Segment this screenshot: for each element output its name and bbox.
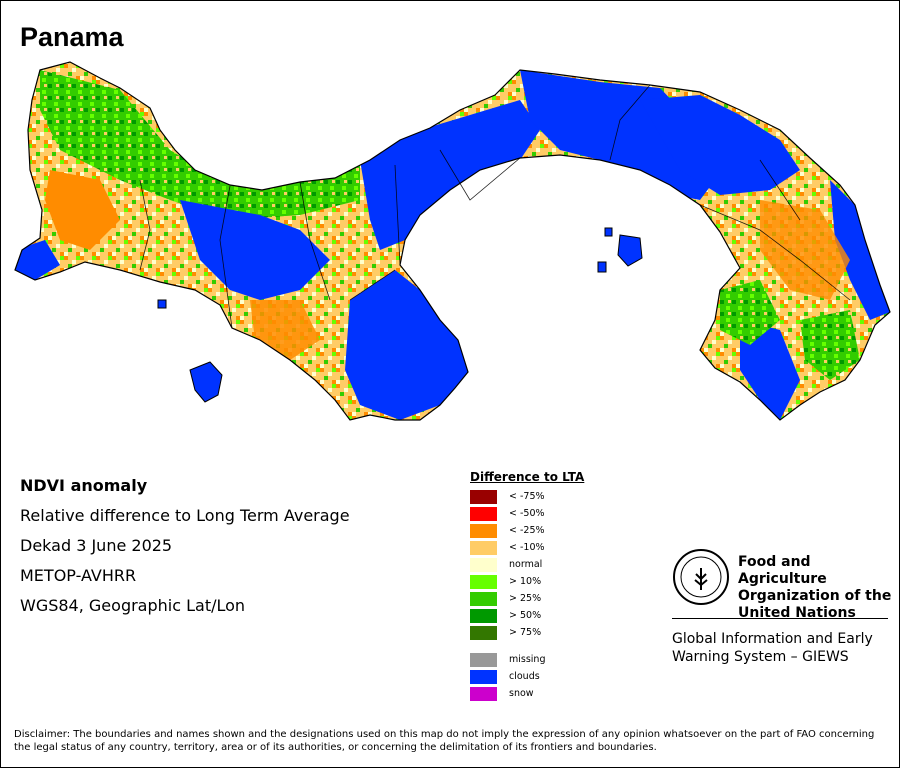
legend-label: > 50%: [509, 610, 542, 621]
disclaimer: Disclaimer: The boundaries and names sho…: [14, 729, 875, 753]
legend-item: > 25%: [470, 592, 670, 606]
legend-label: < -75%: [509, 491, 545, 502]
legend-item: < -50%: [470, 507, 670, 521]
legend-item: clouds: [470, 670, 670, 684]
fao-branding: Food and Agriculture Organization of the…: [672, 548, 892, 678]
legend-item: > 10%: [470, 575, 670, 589]
org-line-3: United Nations: [738, 605, 856, 621]
legend-label: > 75%: [509, 627, 542, 638]
legend-label: normal: [509, 559, 543, 570]
product-description: Relative difference to Long Term Average: [20, 506, 350, 525]
legend-item: > 50%: [470, 609, 670, 623]
legend-swatch: [470, 524, 497, 538]
legend-label: clouds: [509, 671, 540, 682]
legend-item: < -75%: [470, 490, 670, 504]
legend-label: < -25%: [509, 525, 545, 536]
legend-swatch: [470, 541, 497, 555]
legend-swatch: [470, 507, 497, 521]
legend-item: snow: [470, 687, 670, 701]
fao-logo-icon: [673, 549, 729, 605]
legend-swatch: [470, 670, 497, 684]
giews-name: Global Information and Early Warning Sys…: [672, 630, 892, 666]
legend-swatch: [470, 490, 497, 504]
legend-label: > 10%: [509, 576, 542, 587]
branding-divider: [672, 618, 888, 619]
product-period: Dekad 3 June 2025: [20, 536, 173, 555]
legend-label: snow: [509, 688, 534, 699]
legend-label: < -10%: [509, 542, 545, 553]
legend: Difference to LTA < -75% < -50% < -25% < -1…: [470, 470, 630, 701]
legend-item: > 75%: [470, 626, 670, 640]
map-title: Panama: [20, 22, 124, 52]
fao-organization-name: Food and Agriculture Organization of the…: [738, 554, 898, 622]
legend-item: normal: [470, 558, 670, 572]
org-line-2: Organization of the: [738, 588, 892, 604]
legend-swatch: [470, 626, 497, 640]
ndvi-anomaly-map: [14, 61, 891, 421]
legend-item: < -10%: [470, 541, 670, 555]
legend-swatch: [470, 558, 497, 572]
legend-item: missing: [470, 653, 670, 667]
legend-label: < -50%: [509, 508, 545, 519]
legend-swatch: [470, 653, 497, 667]
legend-swatch: [470, 609, 497, 623]
product-projection: WGS84, Geographic Lat/Lon: [20, 596, 246, 615]
legend-label: missing: [509, 654, 546, 665]
legend-swatch: [470, 592, 497, 606]
legend-swatch: [470, 687, 497, 701]
org-line-1: Food and Agriculture: [738, 554, 827, 587]
legend-label: > 25%: [509, 593, 542, 604]
legend-item: < -25%: [470, 524, 670, 538]
anomaly-raster: [15, 62, 890, 420]
legend-swatch: [470, 575, 497, 589]
giews-line-1: Global Information and Early: [672, 631, 873, 647]
map-info: NDVI anomaly Relative difference to Long…: [20, 476, 350, 626]
giews-line-2: Warning System – GIEWS: [672, 649, 849, 665]
legend-title: Difference to LTA: [470, 470, 585, 484]
product-sensor: METOP-AVHRR: [20, 566, 137, 585]
product-name: NDVI anomaly: [20, 476, 148, 495]
